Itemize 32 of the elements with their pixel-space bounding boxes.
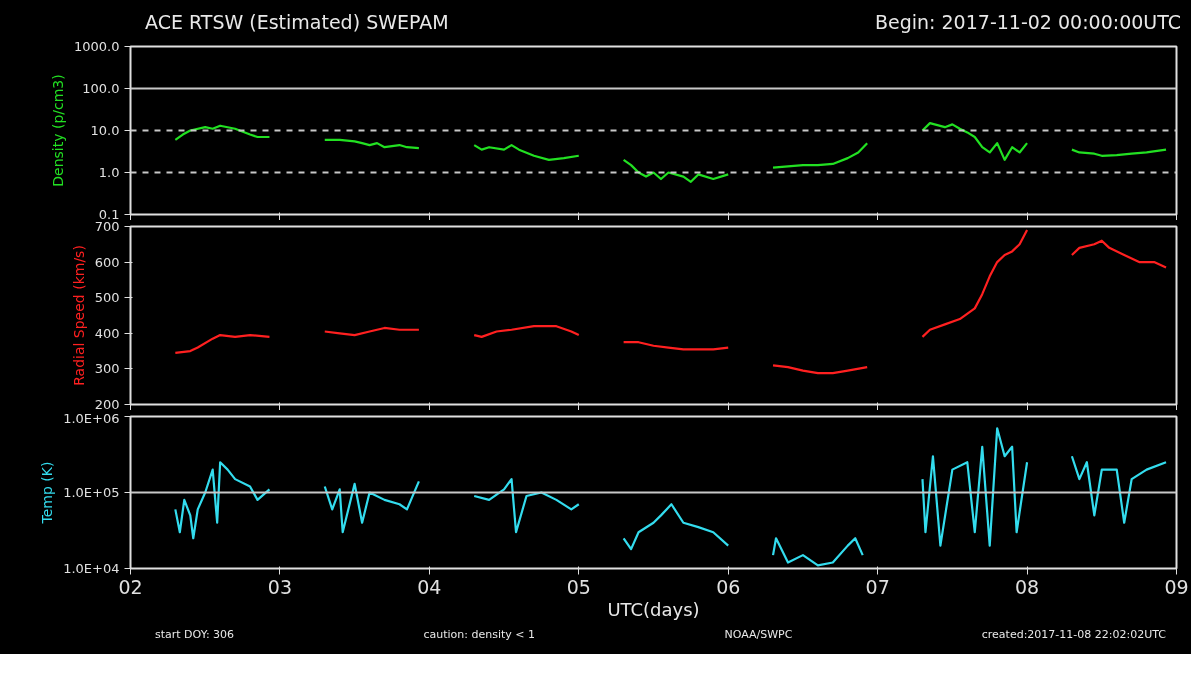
- y-tick-label: 500: [94, 290, 120, 306]
- y-tick-label: 600: [94, 254, 120, 270]
- y-tick-label: 1.0E+05: [63, 485, 120, 500]
- x-tick-label: 07: [865, 575, 890, 598]
- y-axis-title: Temp (K): [39, 461, 56, 525]
- chart-title: ACE RTSW (Estimated) SWEPAM: [145, 10, 449, 35]
- y-tick-label: 200: [94, 397, 120, 412]
- x-tick-label: 08: [1014, 575, 1040, 598]
- x-tick-label: 05: [566, 575, 591, 598]
- y-tick-label: 1000.0: [74, 39, 120, 54]
- text: NOAA/SWPC: [724, 627, 793, 643]
- x-tick-label: 04: [417, 575, 442, 598]
- y-tick-label: 1.0E+06: [63, 410, 120, 426]
- text: caution: density < 1: [423, 627, 536, 643]
- y-tick-label: 300: [94, 361, 120, 377]
- y-tick-label: 10.0: [90, 123, 120, 138]
- text: created:2017-11-08 22:02:02UTC: [981, 627, 1166, 643]
- y-tick-label: 1.0: [98, 165, 120, 180]
- y-tick-label: 100.0: [82, 81, 120, 96]
- text: start DOY: 306: [155, 627, 235, 643]
- y-tick-label: 0.1: [98, 207, 120, 222]
- y-tick-label: 700: [94, 219, 120, 234]
- x-tick-label: 09: [1164, 575, 1189, 598]
- x-axis-title: UTC(days): [607, 598, 700, 620]
- x-tick-label: 06: [716, 575, 741, 598]
- y-tick-label: 1.0E+04: [63, 561, 120, 576]
- y-tick-label: 400: [94, 325, 120, 341]
- x-tick-label: 02: [118, 575, 143, 598]
- y-axis-title: Density (p/cm3): [50, 74, 67, 187]
- chart-subtitle: Begin: 2017-11-02 00:00:00UTC: [874, 10, 1181, 35]
- x-tick-label: 03: [267, 575, 293, 598]
- y-axis-title: Radial Speed (km/s): [70, 245, 87, 386]
